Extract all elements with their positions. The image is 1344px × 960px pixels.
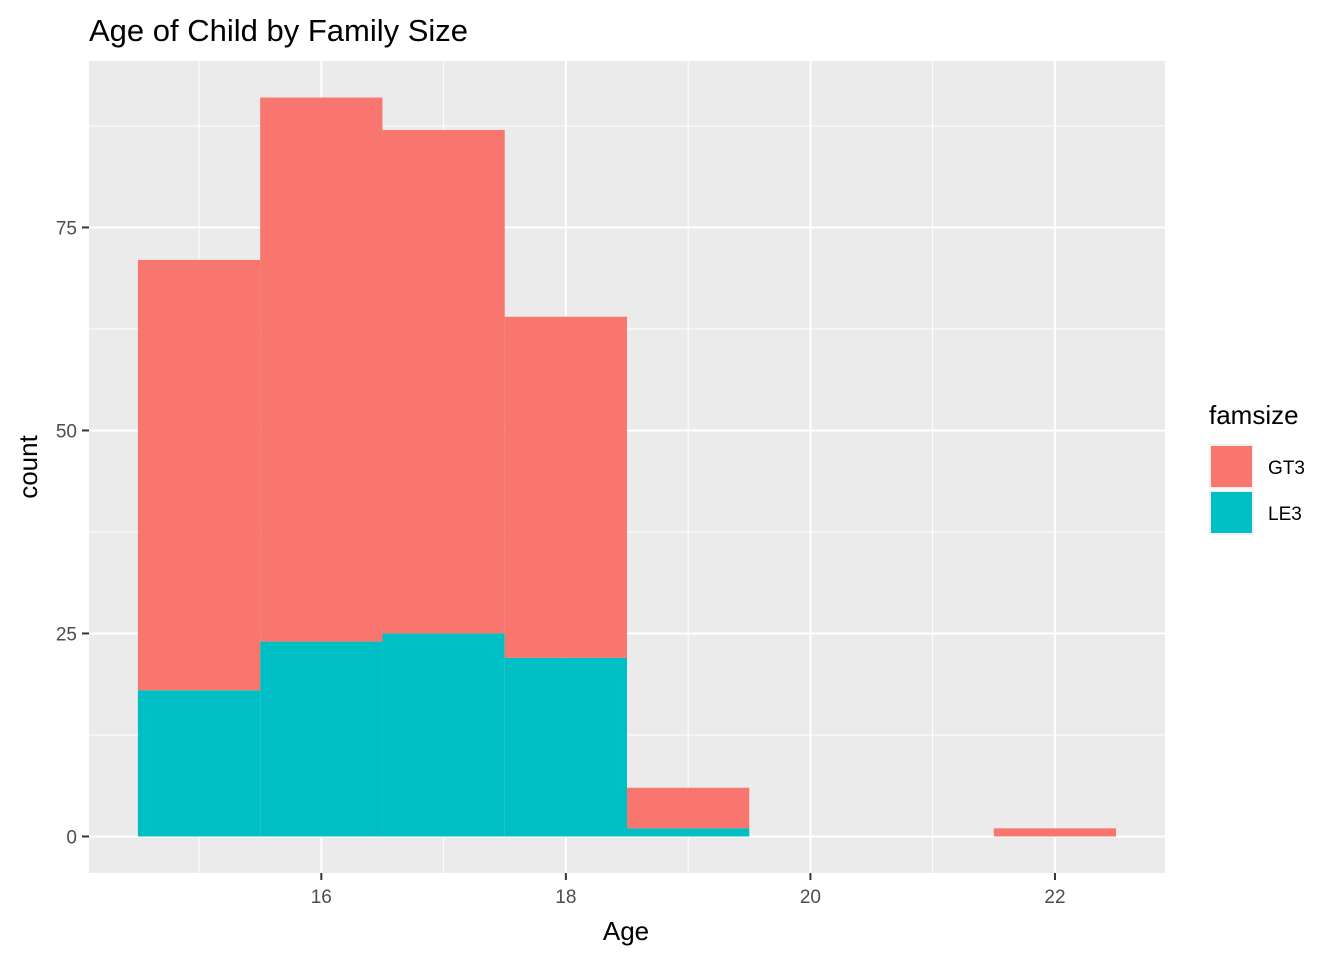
legend: famsize GT3 LE3	[1209, 400, 1305, 535]
y-tick-label: 0	[66, 827, 77, 848]
x-tick-label: 16	[311, 887, 332, 908]
y-tick-label: 75	[56, 218, 77, 239]
bar-gt3	[137, 259, 261, 691]
legend-label-gt3: GT3	[1268, 458, 1305, 479]
chart-title: Age of Child by Family Size	[89, 13, 468, 48]
bar-le3	[137, 690, 261, 837]
y-axis-title: count	[13, 434, 43, 498]
bar-le3	[504, 657, 627, 837]
legend-swatch-le3	[1211, 492, 1252, 533]
bar-gt3	[260, 97, 383, 642]
x-tick-label: 22	[1044, 887, 1065, 908]
bar-le3	[627, 828, 750, 837]
x-axis-title: Age	[603, 916, 649, 946]
y-axis: 0 25 50 75	[56, 218, 89, 848]
bar-le3	[382, 633, 505, 837]
legend-label-le3: LE3	[1268, 504, 1302, 525]
y-tick-label: 50	[56, 421, 77, 442]
bar-le3	[260, 641, 383, 837]
histogram-bars	[137, 97, 1117, 837]
bar-gt3	[993, 828, 1117, 837]
x-axis: 16 18 20 22	[311, 873, 1066, 908]
x-tick-label: 18	[555, 887, 576, 908]
bar-gt3	[382, 130, 505, 634]
x-tick-label: 20	[800, 887, 821, 908]
y-tick-label: 25	[56, 624, 77, 645]
bar-gt3	[504, 316, 627, 658]
legend-title: famsize	[1209, 400, 1299, 430]
bar-gt3	[627, 787, 750, 829]
legend-swatch-gt3	[1211, 446, 1252, 487]
